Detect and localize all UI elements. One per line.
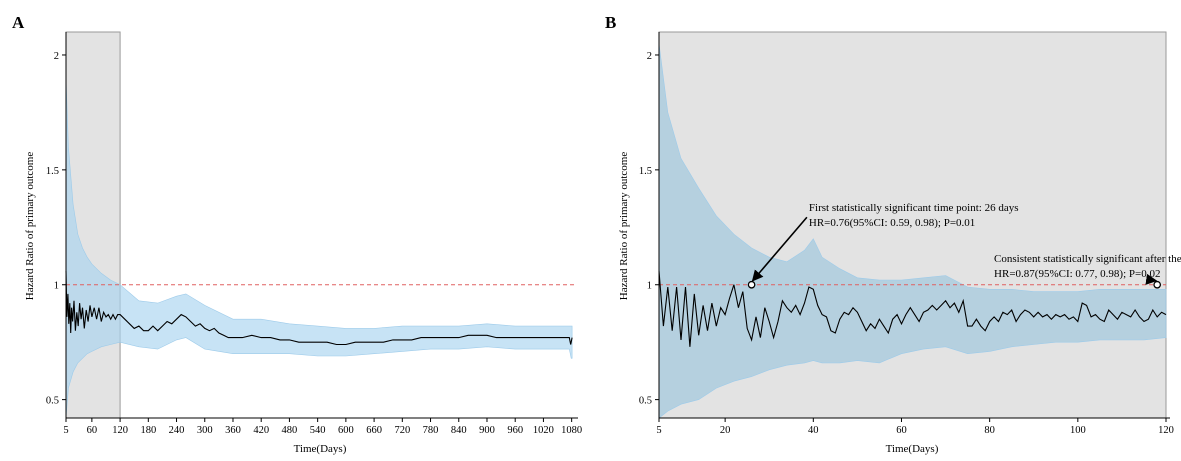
panel-a-y-tick-label: 1 [54, 281, 59, 292]
annotation-arrow [751, 216, 808, 282]
panel-a-x-tick-label: 780 [423, 425, 439, 436]
panel-a-x-tick-label: 900 [479, 425, 495, 436]
panel-b-chart: 5 20 40 60 80 100 120 0.5 1 1.5 2 First statistic… [618, 31, 1181, 455]
panel-b-x-tick-label: 20 [720, 425, 731, 436]
annotation-consistent-significant-stats: HR=0.87(95%CI: 0.77, 0.98); P=0.02 [994, 268, 1160, 280]
panel-b-y-axis-title: Hazard Ratio of primary outcome [618, 152, 630, 301]
panel-a-x-tick-label: 1020 [533, 425, 554, 436]
panel-b-y-tick-label: 0.5 [639, 396, 652, 407]
panel-b-letter: B [605, 13, 616, 32]
annotation-marker [747, 280, 756, 289]
panel-a-x-tick-label: 120 [112, 425, 128, 436]
panel-a-x-tick-label: 60 [87, 425, 98, 436]
panel-b-x-tick-label: 100 [1070, 425, 1086, 436]
panel-a-chart: 5 60 120 180 240 300 360 420 480 540 600 660 720 780 8… [24, 31, 582, 455]
panel-a-x-tick-label: 600 [338, 425, 354, 436]
panel-a-x-tick-label: 840 [451, 425, 467, 436]
panel-a-hazard-ratio-line [65, 270, 573, 346]
panel-b-y-tick-label: 1 [647, 281, 652, 292]
panel-a-x-tick-label: 480 [282, 425, 298, 436]
panel-a-x-tick-label: 660 [366, 425, 382, 436]
panel-b-x-tick-label: 40 [808, 425, 819, 436]
panel-a-y-axis-title: Hazard Ratio of primary outcome [24, 152, 36, 301]
panel-a-confidence-band [65, 77, 573, 419]
annotation-consistent-significant-title: Consistent statistically significant aft… [994, 253, 1181, 265]
panel-b-hazard-ratio-line [658, 270, 1167, 347]
panel-a-x-tick-label: 540 [310, 425, 326, 436]
panel-a-x-tick-label: 420 [253, 425, 269, 436]
panel-a-x-tick-label: 180 [140, 425, 156, 436]
annotation-arrow [1145, 273, 1158, 285]
panel-b-y-tick-label: 1.5 [639, 166, 652, 177]
annotation-first-significant-title: First statistically significant time poi… [809, 202, 1019, 214]
panel-a-x-tick-label: 720 [394, 425, 410, 436]
panel-a-letter: A [12, 13, 25, 32]
panel-a-x-tick-label: 1080 [561, 425, 582, 436]
panel-a-x-tick-label: 360 [225, 425, 241, 436]
panel-b-y-tick-label: 2 [647, 51, 652, 62]
panel-b-x-tick-label: 120 [1158, 425, 1174, 436]
annotation-marker [1153, 280, 1162, 289]
panel-b-x-tick-label: 5 [656, 425, 661, 436]
panel-a-y-tick-label: 1.5 [46, 166, 59, 177]
panel-a-x-tick-label: 300 [197, 425, 213, 436]
panel-b-x-tick-label: 60 [896, 425, 907, 436]
panel-a-y-tick-label: 0.5 [46, 396, 59, 407]
panel-a-x-tick-label: 5 [63, 425, 68, 436]
annotation-first-significant-stats: HR=0.76(95%CI: 0.59, 0.98); P=0.01 [809, 217, 975, 229]
panel-b-x-axis-title: Time(Days) [886, 443, 939, 455]
panel-b-x-tick-label: 80 [984, 425, 995, 436]
panel-a-x-axis-title: Time(Days) [294, 443, 347, 455]
panel-a-x-tick-label: 240 [169, 425, 185, 436]
panel-b-confidence-band [658, 43, 1167, 419]
panel-a-y-tick-label: 2 [54, 51, 59, 62]
panel-a-x-tick-label: 960 [507, 425, 523, 436]
